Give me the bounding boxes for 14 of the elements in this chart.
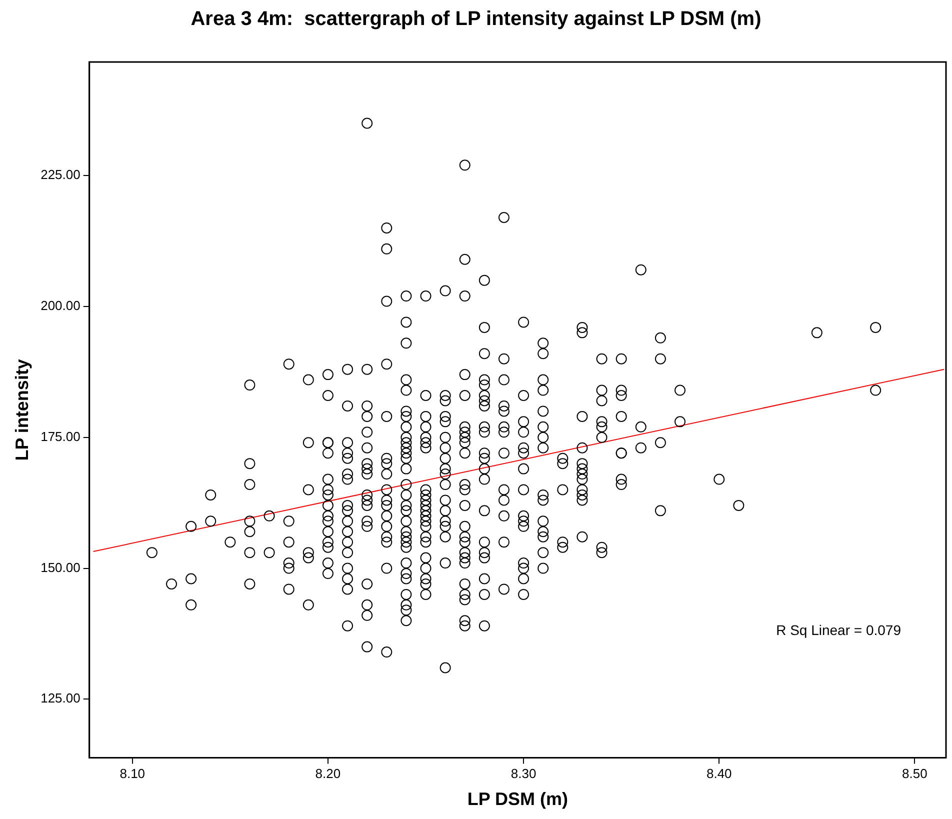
chart-title: Area 3 4m: scattergraph of LP intensity against LP DSM (m) [190, 8, 762, 31]
y-tick-label: 200.00 [40, 298, 80, 314]
x-tick-label: 8.20 [315, 766, 341, 782]
x-tick-label: 8.30 [510, 766, 536, 782]
y-tick-label: 225.00 [40, 167, 80, 182]
y-tick-label: 175.00 [40, 428, 80, 444]
annotation: R Sq Linear = 0.079 [776, 622, 902, 638]
x-tick-label: 8.40 [706, 766, 732, 782]
x-tick-label: 8.10 [120, 766, 146, 782]
y-tick-label: 150.00 [40, 560, 80, 575]
x-tick-label: 8.50 [902, 766, 928, 782]
x-axis-title: LP DSM (m) [467, 789, 568, 810]
y-tick-label: 125.00 [40, 690, 80, 706]
y-axis-title: LP intensity [12, 359, 32, 461]
